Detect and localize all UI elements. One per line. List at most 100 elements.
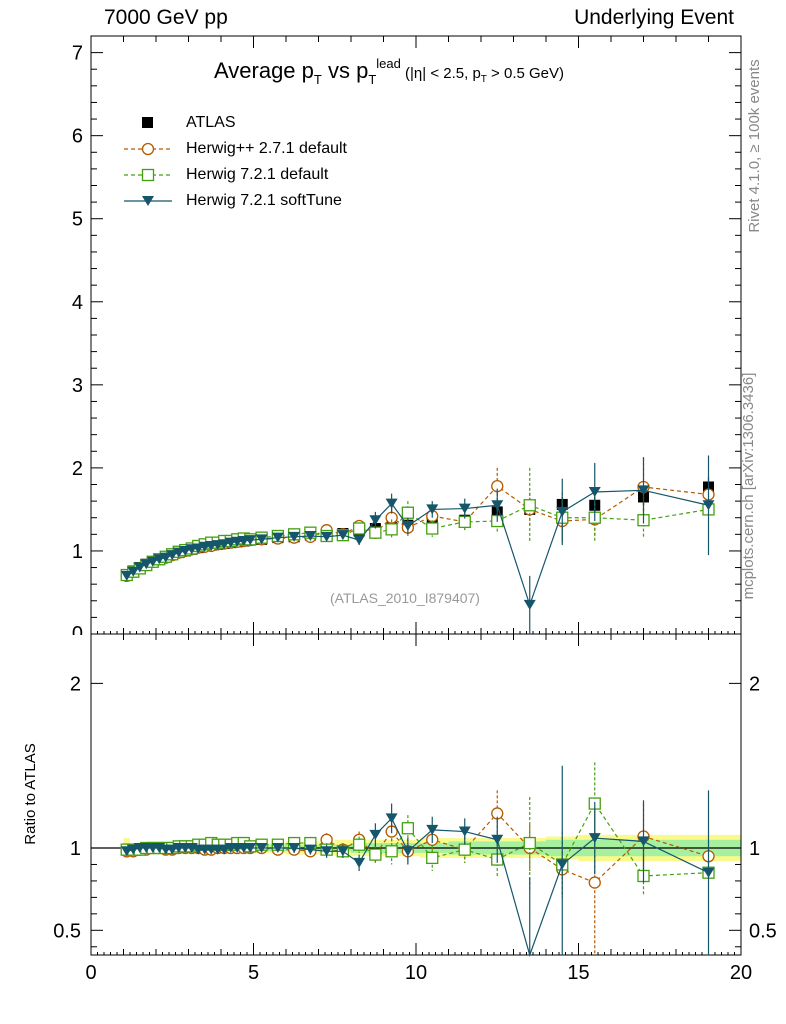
data-point-softtune: [271, 532, 284, 543]
y-tick-label: 6: [72, 126, 83, 148]
legend-item-herwig721: Herwig 7.2.1 default: [118, 162, 347, 188]
x-tick-label: 5: [248, 962, 259, 984]
data-point-softtune: [166, 550, 179, 561]
data-point-softtune: [244, 535, 257, 546]
legend-marker-herwigpp: [124, 142, 172, 156]
data-point-herwig721: [426, 522, 439, 535]
ratio-point-softtune: [369, 829, 382, 840]
legend-label-atlas: ATLAS: [186, 114, 236, 131]
data-point-softtune: [146, 556, 159, 567]
ratio-point-softtune: [255, 843, 268, 853]
y-tick-label: 4: [72, 292, 83, 314]
data-point-softtune: [637, 485, 650, 496]
legend-marker-softtune: [124, 196, 172, 206]
reference-id-label: (ATLAS_2010_I879407): [330, 590, 480, 606]
ratio-point-softtune: [271, 843, 284, 853]
ratio-point-softtune: [320, 846, 333, 857]
ratio-y-tick-label: 2: [70, 673, 81, 695]
legend-item-softtune: Herwig 7.2.1 softTune: [118, 188, 347, 214]
x-tick-label: 0: [85, 962, 96, 984]
ratio-point-softtune: [458, 826, 471, 837]
title-main: Average p: [214, 58, 314, 83]
legend-label-herwigpp: Herwig++ 2.7.1 default: [186, 140, 347, 157]
data-point-softtune: [159, 552, 172, 563]
y-tick-label-zero: 0: [72, 623, 83, 645]
y-tick-label: 3: [72, 375, 83, 397]
title-sup2: lead: [376, 56, 401, 71]
ratio-point-herwigpp: [588, 876, 601, 889]
data-point-softtune: [426, 504, 439, 515]
x-tick-label: 20: [730, 962, 752, 984]
legend: ATLAS Herwig++ 2.7.1 default Herwig 7.2.…: [118, 110, 347, 214]
data-point-softtune: [588, 486, 601, 497]
ratio-point-softtune: [288, 843, 301, 853]
header-right-label: Underlying Event: [574, 6, 734, 29]
title-mid: vs p: [321, 58, 369, 83]
legend-marker-herwig721: [124, 168, 172, 182]
ratio-y-tick-label-right: 2: [749, 673, 760, 695]
ratio-point-softtune: [702, 867, 715, 878]
legend-label-softtune: Herwig 7.2.1 softTune: [186, 192, 342, 209]
x-tick-label: 15: [567, 962, 589, 984]
legend-item-atlas: ATLAS: [118, 110, 347, 136]
ratio-y-tick-label: 1: [70, 838, 81, 860]
data-point-softtune: [523, 599, 536, 610]
data-point-softtune: [458, 503, 471, 514]
plot-title: Average pT vs pTlead (|η| < 2.5, pT > 0.…: [214, 56, 565, 87]
ratio-point-softtune: [385, 813, 398, 824]
data-point-softtune: [491, 500, 504, 511]
ratio-point-softtune: [353, 857, 366, 868]
y-tick-label: 5: [72, 209, 83, 231]
series-line-herwigpp: [126, 485, 709, 577]
data-point-softtune: [369, 515, 382, 526]
data-point-softtune: [702, 500, 715, 511]
ratio-point-herwig721: [426, 851, 439, 865]
data-point-softtune: [353, 535, 366, 546]
ratio-point-softtune: [401, 846, 414, 857]
data-point-softtune: [304, 530, 317, 541]
title-cond-sub: T: [480, 74, 487, 85]
data-point-herwig721: [385, 523, 398, 536]
data-point-softtune: [401, 521, 414, 532]
data-point-softtune: [385, 498, 398, 509]
ratio-y-tick-label-right: 0.5: [749, 920, 777, 942]
ratio-point-herwig721: [458, 843, 471, 856]
y-tick-label: 2: [72, 458, 83, 480]
ratio-point-softtune: [244, 843, 257, 853]
ratio-point-herwig721: [369, 848, 382, 861]
ratio-point-softtune: [637, 836, 650, 847]
ratio-point-softtune: [304, 844, 317, 855]
legend-item-herwigpp: Herwig++ 2.7.1 default: [118, 136, 347, 162]
y-tick-label: 1: [72, 541, 83, 563]
legend-marker-atlas: [142, 117, 153, 128]
ratio-plot-frame: [90, 633, 742, 956]
ratio-point-softtune: [491, 834, 504, 845]
ratio-point-softtune: [336, 846, 349, 857]
title-cond-b: > 0.5 GeV): [486, 65, 565, 82]
ratio-point-herwig721: [385, 845, 398, 858]
legend-label-herwig721: Herwig 7.2.1 default: [186, 166, 329, 183]
title-sub2: T: [368, 72, 377, 87]
data-point-herwig721: [352, 522, 366, 535]
ratio-y-tick-label: 0.5: [53, 920, 81, 942]
data-point-softtune: [320, 531, 333, 542]
ratio-y-tick-label-right: 1: [749, 838, 760, 860]
data-point-softtune: [556, 506, 569, 517]
ratio-point-herwig721: [352, 838, 366, 851]
ratio-point-softtune: [426, 824, 439, 835]
data-point-softtune: [288, 531, 301, 542]
title-cond-a: (|η| < 2.5, p: [400, 65, 481, 82]
data-point-softtune: [336, 530, 349, 541]
data-point-herwig721: [523, 499, 536, 512]
data-point-softtune: [255, 534, 268, 545]
data-point-softtune: [127, 566, 140, 577]
data-point-herwig721: [369, 526, 382, 539]
x-tick-label: 10: [405, 962, 427, 984]
data-point-herwig721: [401, 506, 415, 519]
ratio-point-herwig721: [401, 822, 415, 835]
data-point-softtune: [140, 559, 153, 570]
data-point-softtune: [133, 562, 146, 573]
data-point-softtune: [120, 570, 133, 581]
header-left-label: 7000 GeV pp: [104, 6, 228, 29]
